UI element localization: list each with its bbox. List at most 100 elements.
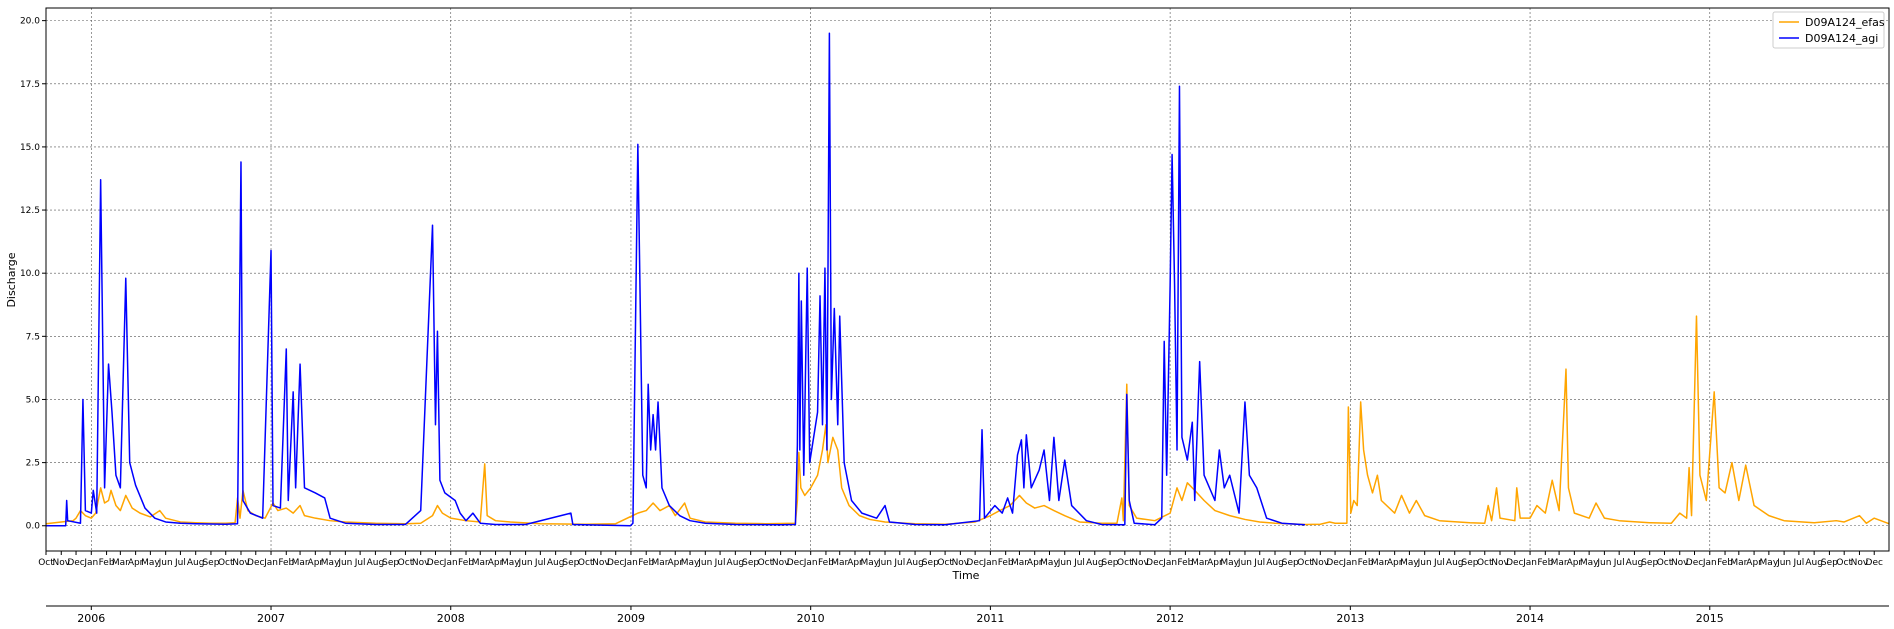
x-month-label: Oct <box>218 558 234 568</box>
x-month-label: Mar <box>652 558 669 568</box>
x-month-label: Apr <box>308 558 324 568</box>
x-month-label: Nov <box>232 558 250 568</box>
x-month-label: Jun <box>1417 558 1432 568</box>
x-month-label: Sep <box>202 558 219 568</box>
x-month-label: Apr <box>1207 558 1223 568</box>
x-month-label: Sep <box>922 558 939 568</box>
year-tick-label: 2014 <box>1516 612 1544 625</box>
x-month-label: Apr <box>1027 558 1043 568</box>
x-month-label: Jun <box>1596 558 1611 568</box>
x-month-label: Nov <box>772 558 790 568</box>
x-month-label: Feb <box>998 558 1014 568</box>
x-month-label: Sep <box>742 558 759 568</box>
x-month-label: Feb <box>638 558 654 568</box>
x-month-label: Jun <box>697 558 712 568</box>
plot-background <box>46 8 1889 551</box>
x-month-label: Jan <box>1522 558 1537 568</box>
x-month-label: Jan <box>263 558 278 568</box>
x-month-label: Oct <box>1836 558 1852 568</box>
x-month-label: Dec <box>1686 558 1703 568</box>
x-month-label: Mar <box>1730 558 1747 568</box>
x-month-label: Aug <box>1086 558 1104 568</box>
year-tick-label: 2015 <box>1696 612 1724 625</box>
x-month-label: Dec <box>1326 558 1343 568</box>
x-month-label: Feb <box>1537 558 1553 568</box>
x-month-label: Sep <box>562 558 579 568</box>
x-month-label: May <box>1220 558 1239 568</box>
x-month-label: Jul <box>893 558 905 568</box>
x-month-label: Mar <box>472 558 489 568</box>
x-month-label: Mar <box>1551 558 1568 568</box>
x-month-label: Nov <box>52 558 70 568</box>
x-month-label: Dec <box>1866 558 1883 568</box>
x-month-label: Feb <box>1717 558 1733 568</box>
x-month-label: Jun <box>877 558 892 568</box>
x-month-label: Jul <box>1073 558 1085 568</box>
x-month-label: Nov <box>952 558 970 568</box>
x-month-label: Jun <box>1237 558 1252 568</box>
x-month-label: Jun <box>337 558 352 568</box>
x-month-label: Jan <box>1162 558 1177 568</box>
year-tick-label: 2012 <box>1156 612 1184 625</box>
y-tick-label: 15.0 <box>20 143 40 153</box>
year-tick-label: 2011 <box>976 612 1004 625</box>
x-month-label: Apr <box>667 558 683 568</box>
x-month-label: May <box>681 558 700 568</box>
x-month-label: Jan <box>1702 558 1717 568</box>
x-month-label: Mar <box>1011 558 1028 568</box>
x-month-label: Oct <box>758 558 774 568</box>
x-month-label: Nov <box>1131 558 1149 568</box>
x-month-label: Jan <box>1342 558 1357 568</box>
x-month-label: Apr <box>488 558 504 568</box>
x-month-label: Aug <box>1626 558 1644 568</box>
x-month-label: Nov <box>1671 558 1689 568</box>
x-month-label: Nov <box>1312 558 1330 568</box>
x-month-label: Jul <box>1433 558 1445 568</box>
x-month-label: Mar <box>1371 558 1388 568</box>
x-month-label: May <box>1760 558 1779 568</box>
x-month-label: Apr <box>847 558 863 568</box>
x-month-label: Dec <box>67 558 84 568</box>
x-month-label: May <box>1580 558 1599 568</box>
x-month-label: Jul <box>354 558 366 568</box>
plot-frame <box>45 7 1890 552</box>
y-axis-ticks: 0.0 2.5 5.0 7.5 10.0 12.5 15.0 17.5 20.0 <box>20 17 46 532</box>
x-month-label: Jun <box>1057 558 1072 568</box>
secondary-x-axis-years: 2006 2007 2008 2009 2010 2011 2012 2013 2014 2015 <box>77 606 1724 625</box>
year-tick-label: 2009 <box>617 612 645 625</box>
x-month-label: Jun <box>1776 558 1791 568</box>
x-month-label: Apr <box>128 558 144 568</box>
x-month-label: Mar <box>1191 558 1208 568</box>
x-month-label: Oct <box>1297 558 1313 568</box>
x-month-label: Jul <box>714 558 726 568</box>
x-month-label: Sep <box>1821 558 1838 568</box>
y-tick-label: 12.5 <box>20 206 40 216</box>
x-month-label: May <box>1400 558 1419 568</box>
legend: D09A124_efas D09A124_agi <box>1772 11 1885 49</box>
x-month-label: Mar <box>112 558 129 568</box>
x-month-label: Jun <box>158 558 173 568</box>
x-month-label: May <box>501 558 520 568</box>
legend-label-efas: D09A124_efas <box>1805 16 1885 29</box>
x-month-label: Jul <box>534 558 546 568</box>
x-month-label: May <box>141 558 160 568</box>
x-month-label: Feb <box>99 558 115 568</box>
legend-label-agi: D09A124_agi <box>1805 32 1878 45</box>
x-month-label: Oct <box>578 558 594 568</box>
x-month-label: Sep <box>1641 558 1658 568</box>
year-tick-label: 2007 <box>257 612 285 625</box>
legend-box <box>1772 11 1885 49</box>
x-month-label: Feb <box>818 558 834 568</box>
x-month-label: Nov <box>592 558 610 568</box>
x-month-label: May <box>321 558 340 568</box>
x-month-label: Dec <box>966 558 983 568</box>
x-month-label: Apr <box>1387 558 1403 568</box>
y-tick-label: 20.0 <box>20 17 40 27</box>
x-month-label: Apr <box>1746 558 1762 568</box>
x-month-label: Jan <box>443 558 458 568</box>
x-month-label: Jun <box>518 558 533 568</box>
y-axis-title: Discharge <box>5 252 18 307</box>
x-month-label: Feb <box>278 558 294 568</box>
